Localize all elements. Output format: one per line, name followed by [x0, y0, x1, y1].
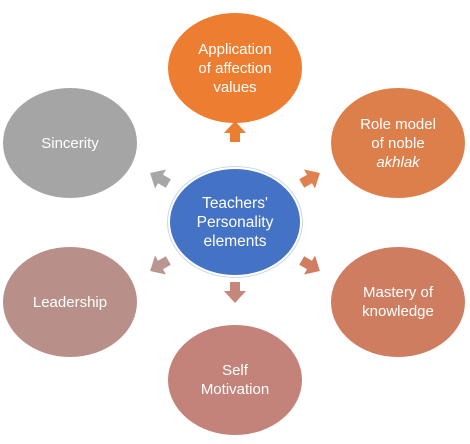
node-center-teachers-personality-elements: Teachers' Personality elements: [168, 167, 302, 277]
node-label-line: Motivation: [200, 381, 270, 398]
node-application-of-affection-values: Application of affection values: [168, 13, 302, 123]
node-label-line: of affection: [198, 59, 272, 77]
arrow-to-bottom-left: [150, 255, 171, 275]
center-label-line: Personality: [196, 213, 274, 231]
node-self-motivation: Self Motivation: [168, 325, 302, 435]
node-label-line: Role model: [360, 115, 436, 133]
node-label-line: Sincerity: [41, 134, 99, 152]
node-mastery-of-knowledge: Mastery of knowledge: [331, 247, 465, 357]
center-label-line: elements: [203, 232, 267, 250]
node-label-line: knowledge: [362, 303, 434, 320]
node-leadership: Leadership: [3, 247, 137, 357]
node-label-line: values: [213, 78, 257, 96]
node-label-line: of noble: [371, 134, 425, 152]
arrow-to-bottom-right: [299, 255, 320, 275]
node-label-line: Self: [222, 362, 248, 379]
node-label-line: Leadership: [32, 293, 108, 311]
node-sincerity: Sincerity: [3, 88, 137, 198]
node-label-line: Application: [198, 40, 272, 58]
arrow-to-bottom: [224, 282, 246, 303]
center-label-line: Teachers': [202, 194, 268, 212]
node-label-line: Mastery of: [362, 284, 434, 301]
arrow-to-top-right: [299, 169, 320, 189]
node-role-model-of-noble-akhlak: Role model of noble akhlak: [331, 88, 465, 198]
arrow-to-top-left: [150, 169, 171, 189]
node-label-italic-line: akhlak: [376, 153, 420, 171]
arrow-to-top: [224, 121, 246, 142]
